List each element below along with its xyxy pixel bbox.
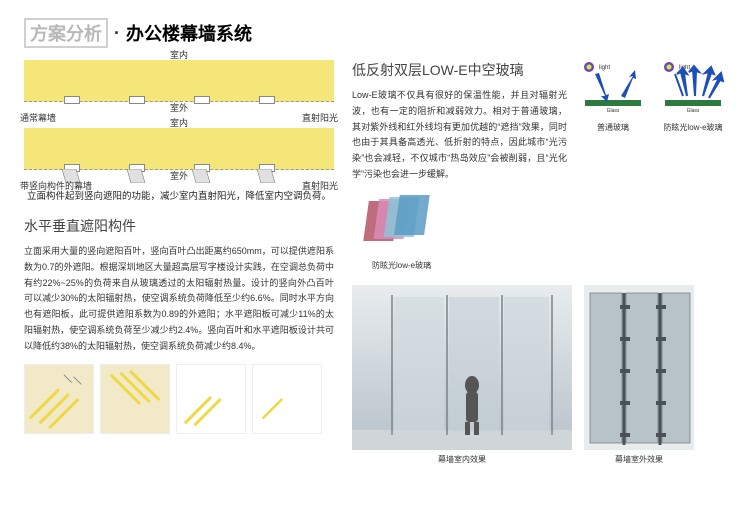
diagram-row2: 室内 室外 带竖向构件的幕墙 直射阳光 [24, 128, 334, 170]
render-interior: 幕墙室内效果 [352, 285, 572, 465]
svg-text:Glass: Glass [687, 108, 700, 114]
thumb-3 [176, 364, 246, 434]
label-lowe-glass: 防眩光low-e玻璃 [657, 122, 729, 133]
left-column: 室内 室外 通常幕墙 直射阳光 室内 室外 带竖向构件的幕墙 直射阳光 立面构件… [24, 60, 334, 465]
thumb-2 [100, 364, 170, 434]
thumb-4 [252, 364, 322, 434]
label-outdoor2: 室外 [170, 169, 188, 182]
render-exterior: 幕墙室外效果 [584, 285, 694, 465]
render-interior-label: 幕墙室内效果 [352, 454, 572, 465]
diagram-row1: 室内 室外 通常幕墙 直射阳光 [24, 60, 334, 102]
thumbnail-row [24, 364, 334, 434]
svg-text:light: light [599, 65, 610, 71]
page-title: 方案分析 · 办公楼幕墙系统 [24, 18, 729, 48]
label-direct-sun2: 直射阳光 [302, 179, 338, 192]
thumb-1 [24, 364, 94, 434]
render-exterior-label: 幕墙室外效果 [584, 454, 694, 465]
section1-heading: 水平垂直遮阳构件 [24, 216, 334, 236]
right-column: 低反射双层LOW-E中空玻璃 Low-E玻璃不仅具有很好的保温性能，并且对辐射光… [352, 60, 729, 465]
glass-sample-label: 防眩光low-e玻璃 [372, 260, 729, 271]
label-direct-sun: 直射阳光 [302, 111, 338, 124]
label-outdoor: 室外 [170, 101, 188, 114]
title-main: 办公楼幕墙系统 [126, 20, 252, 46]
section2-body: Low-E玻璃不仅具有很好的保温性能，并且对辐射光波，也有一定的阻折和减弱效力。… [352, 88, 567, 183]
label-normal-wall: 通常幕墙 [20, 111, 56, 124]
glass-sample: 防眩光low-e玻璃 [360, 193, 729, 271]
label-normal-glass: 普通玻璃 [577, 122, 649, 133]
svg-text:Glass: Glass [607, 108, 620, 114]
diagram-normal-glass: light Glass 普通玻璃 [577, 60, 649, 183]
diagram-lowe-glass: light Glass 防眩光low-e玻璃 [657, 60, 729, 183]
section1-body: 立面采用大量的竖向遮阳百叶，竖向百叶凸出距离约650mm，可以提供遮阳系数为0.… [24, 244, 334, 354]
title-dot: · [114, 23, 120, 44]
title-grey: 方案分析 [24, 18, 108, 48]
section2-heading: 低反射双层LOW-E中空玻璃 [352, 60, 567, 80]
label-fin-wall: 带竖向构件的幕墙 [20, 179, 92, 192]
